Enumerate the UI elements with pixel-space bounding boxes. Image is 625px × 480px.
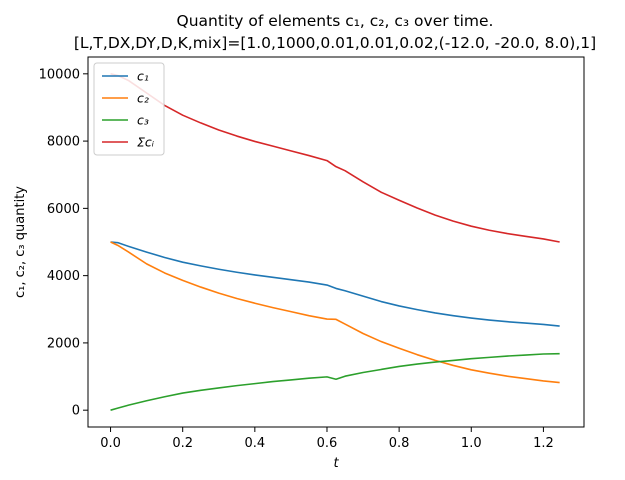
- chart-title-line2: [L,T,DX,DY,D,K,mix]=[1.0,1000,0.01,0.01,…: [74, 34, 596, 52]
- y-tick-label: 10000: [39, 67, 80, 82]
- y-tick-label: 6000: [47, 202, 80, 217]
- legend-label-2: c₂: [137, 91, 149, 106]
- x-tick-label: 0.8: [389, 436, 410, 451]
- chart-title-line1: Quantity of elements c₁, c₂, c₃ over tim…: [177, 12, 494, 30]
- series-line-4: [110, 73, 560, 243]
- x-tick-label: 1.0: [461, 436, 482, 451]
- series-line-1: [110, 241, 560, 327]
- y-tick-label: 4000: [47, 269, 80, 284]
- y-tick-label: 2000: [47, 336, 80, 351]
- y-axis-label: c₁, c₂, c₃ quantity: [13, 186, 28, 298]
- legend-label-4: Σcᵢ: [137, 135, 154, 150]
- x-tick-label: 1.2: [533, 436, 554, 451]
- x-tick-label: 0.0: [100, 436, 121, 451]
- legend-label-3: c₃: [137, 113, 149, 128]
- x-tick-label: 0.2: [172, 436, 193, 451]
- x-axis-label: t: [333, 456, 339, 471]
- x-tick-label: 0.6: [317, 436, 338, 451]
- series-line-3: [110, 352, 560, 411]
- y-tick-label: 8000: [47, 135, 80, 150]
- plot-frame: [87, 56, 585, 428]
- y-tick-label: 0: [72, 404, 80, 419]
- x-tick-label: 0.4: [244, 436, 265, 451]
- legend-label-1: c₁: [137, 69, 149, 84]
- series-line-2: [110, 241, 560, 384]
- legend-box: [93, 62, 165, 156]
